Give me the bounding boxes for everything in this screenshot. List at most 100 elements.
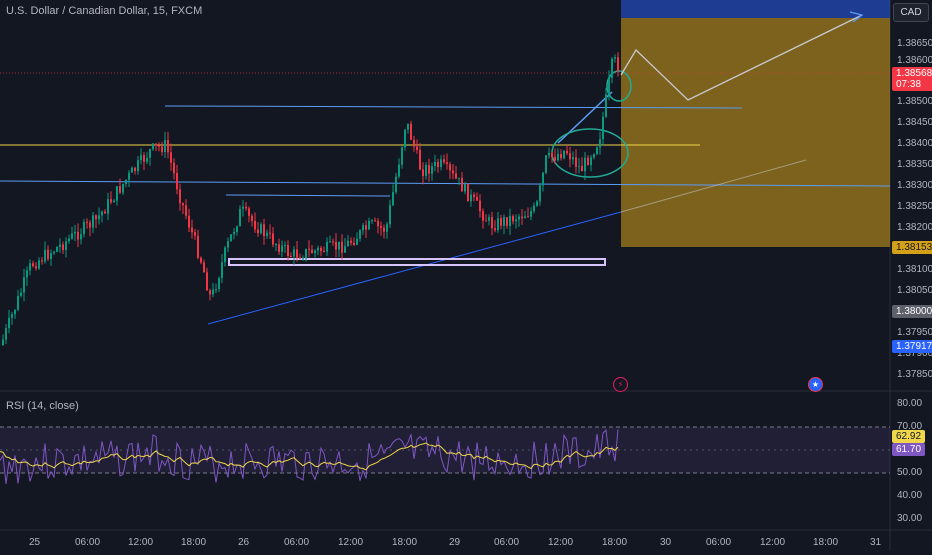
candle-body: [383, 227, 385, 232]
candle-body: [593, 154, 595, 158]
price-tick: 1.38300: [897, 180, 932, 191]
candle-body: [500, 218, 502, 226]
candle-body: [23, 277, 25, 293]
time-tick: 30: [660, 537, 672, 548]
candle-body: [518, 216, 520, 220]
candle-body: [53, 251, 55, 254]
candle-body: [605, 94, 607, 117]
blue-resistance-line[interactable]: [164, 105, 743, 109]
candle-body: [89, 222, 91, 228]
rising-trendline[interactable]: [207, 211, 622, 325]
candle-body: [227, 241, 229, 248]
rsi-tick: 40.00: [897, 490, 923, 501]
candle-body: [473, 194, 475, 198]
candle-body: [392, 192, 394, 206]
trendline-price-badge[interactable]: 1.37917: [892, 340, 932, 353]
candle-body: [617, 57, 619, 72]
last-price-badge[interactable]: 1.38568 07:38: [892, 67, 932, 91]
projection-path[interactable]: [620, 14, 863, 101]
symbol-title[interactable]: U.S. Dollar / Canadian Dollar, 15, FXCM: [6, 5, 203, 17]
candle-body: [131, 167, 133, 173]
candle-body: [164, 140, 166, 153]
level-price-badge[interactable]: 1.38000: [892, 305, 932, 318]
candle-body: [401, 147, 403, 165]
candle-body: [98, 215, 100, 220]
time-tick: 06:00: [284, 537, 310, 548]
candle-body: [554, 157, 556, 161]
blue-mid-line[interactable]: [0, 180, 891, 187]
candle-body: [365, 225, 367, 230]
candle-body: [284, 244, 286, 246]
candle-body: [566, 150, 568, 154]
candle-body: [83, 221, 85, 235]
candle-body: [188, 215, 190, 228]
candle-body: [359, 230, 361, 239]
candle-body: [2, 339, 4, 345]
candle-body: [209, 290, 211, 295]
candle-body: [68, 238, 70, 242]
demand-rectangle[interactable]: [228, 258, 606, 266]
trendline-extension[interactable]: [620, 159, 807, 213]
candle-body: [509, 216, 511, 226]
candle-body: [299, 257, 301, 259]
candle-body: [173, 162, 175, 174]
candle-body: [74, 231, 76, 234]
candle-body: [224, 247, 226, 263]
candle-body: [119, 186, 121, 193]
candle-body: [269, 232, 271, 234]
candle-body: [77, 231, 79, 240]
rsi-tick: 80.00: [897, 398, 923, 409]
target-zone[interactable]: [621, 18, 890, 247]
us-flag-icon[interactable]: ★: [808, 377, 823, 392]
candle-body: [149, 149, 151, 158]
candle-body: [446, 162, 448, 165]
time-tick: 12:00: [548, 537, 574, 548]
candle-body: [95, 215, 97, 220]
candle-body: [614, 57, 616, 59]
candle-body: [32, 263, 34, 267]
candle-body: [65, 241, 67, 250]
candle-body: [206, 272, 208, 291]
candle-body: [215, 289, 217, 291]
time-tick: 29: [449, 537, 461, 548]
currency-button[interactable]: CAD: [893, 3, 929, 22]
target-price-badge[interactable]: 1.38153: [892, 241, 932, 254]
candle-body: [476, 197, 478, 201]
candle-body: [35, 266, 37, 269]
lightning-icon[interactable]: ⚡: [613, 377, 628, 392]
rsi-ma-line: [0, 442, 619, 471]
candle-body: [548, 152, 550, 156]
candle-body: [185, 205, 187, 216]
candle-body: [569, 153, 571, 160]
candle-body: [251, 215, 253, 221]
candle-body: [218, 277, 220, 290]
candle-body: [461, 177, 463, 192]
price-tick: 1.38050: [897, 285, 932, 296]
candle-body: [239, 208, 241, 227]
price-tick: 1.38600: [897, 55, 932, 66]
candle-body: [515, 219, 517, 222]
time-tick: 18:00: [181, 537, 207, 548]
stop-zone[interactable]: [621, 0, 890, 18]
candle-body: [104, 211, 106, 214]
candle-body: [197, 235, 199, 258]
time-tick: 18:00: [813, 537, 839, 548]
candle-body: [581, 165, 583, 172]
candle-body: [11, 314, 13, 318]
candle-body: [296, 249, 298, 258]
candle-body: [191, 227, 193, 233]
candle-body: [449, 164, 451, 171]
candle-body: [374, 220, 376, 222]
candle-body: [536, 201, 538, 206]
rsi-label[interactable]: RSI (14, close): [6, 400, 79, 412]
candle-body: [506, 217, 508, 226]
candle-body: [179, 189, 181, 204]
blue-short-line[interactable]: [225, 194, 391, 197]
candle-body: [437, 161, 439, 168]
time-tick: 06:00: [494, 537, 520, 548]
price-tick: 1.38400: [897, 138, 932, 149]
candle-body: [107, 199, 109, 214]
candle-body: [380, 226, 382, 228]
